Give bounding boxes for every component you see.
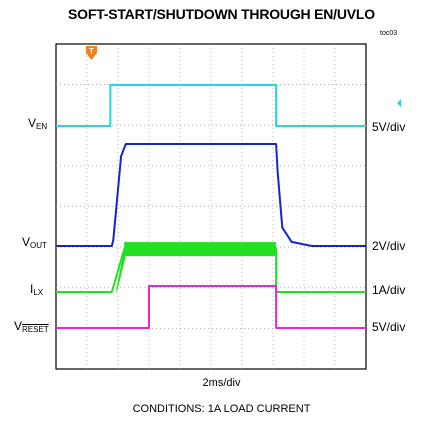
time-scale-label: 2ms/div — [202, 377, 241, 389]
ven-scale: 5V/div — [372, 120, 406, 134]
trigger-marker: T — [86, 46, 97, 60]
trace-vreset — [56, 285, 366, 329]
vout-label: VOUT — [22, 235, 47, 250]
trigger-marker-shape — [86, 46, 97, 60]
offset-marker-icon — [397, 99, 401, 107]
ilx-ramp-band — [116, 240, 126, 294]
vreset-label: VRESET — [14, 319, 49, 334]
vreset-scale: 5V/div — [372, 320, 406, 334]
ilx-scale: 1A/div — [372, 283, 406, 297]
trigger-marker-label: T — [89, 47, 94, 56]
ven-label: VEN — [28, 116, 48, 131]
traces — [56, 84, 366, 329]
ilx-ripple-band — [124, 242, 277, 257]
chart-title: SOFT-START/SHUTDOWN THROUGH EN/UVLO — [68, 6, 375, 22]
trace-vout — [56, 143, 366, 247]
conditions-caption: CONDITIONS: 1A LOAD CURRENT — [132, 403, 311, 415]
trace-ven — [56, 84, 366, 127]
ilx-label: ILX — [30, 282, 44, 297]
vout-scale: 2V/div — [372, 239, 406, 253]
figure-id: toc03 — [380, 30, 398, 37]
grid — [56, 44, 366, 369]
